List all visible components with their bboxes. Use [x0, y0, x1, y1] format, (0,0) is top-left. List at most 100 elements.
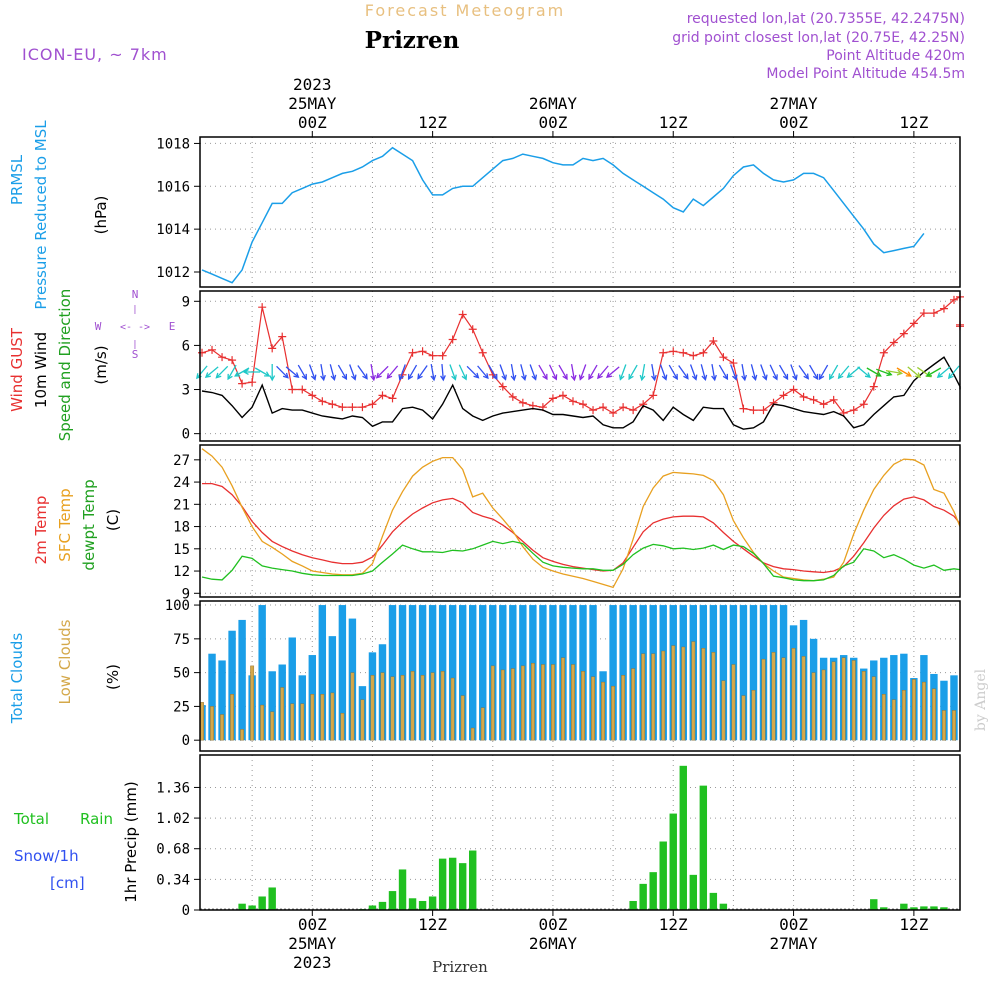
low-cloud-bar — [811, 672, 816, 741]
low-cloud-bar — [952, 710, 956, 741]
gust-marker — [649, 391, 658, 400]
y-tick-label: 0.68 — [156, 842, 190, 858]
wind-arrow-head — [803, 373, 809, 380]
low-cloud-bar — [801, 656, 806, 741]
low-cloud-bar — [400, 675, 405, 741]
wind-arrow — [778, 364, 789, 380]
wind-arrow — [760, 364, 767, 380]
precip-bar — [709, 892, 718, 910]
gust-marker — [719, 353, 728, 362]
wind-arrow-head — [531, 374, 538, 381]
low-cloud-bar — [731, 664, 736, 741]
wind-arrow-head — [914, 372, 922, 378]
precip-bar — [940, 907, 948, 910]
temperature-gridlines — [200, 445, 960, 597]
low-cloud-bar — [571, 664, 575, 741]
total-cloud-bar — [218, 660, 226, 741]
wind-arrow-head — [762, 374, 768, 381]
wind-frame — [199, 290, 961, 442]
wind-arrow — [488, 364, 498, 380]
precip-bar — [438, 858, 447, 910]
wind-arrow — [838, 365, 850, 379]
wind-arrow-head — [492, 373, 498, 381]
wind-arrow — [196, 365, 208, 379]
temp-sfc-label: SFC Temp — [56, 488, 74, 561]
wind-arrow — [477, 365, 489, 379]
gust-marker — [438, 351, 447, 360]
low-cloud-bar — [300, 703, 305, 741]
gust-marker — [428, 351, 437, 360]
wind-arrow — [579, 364, 587, 380]
low-cloud-bar — [841, 657, 846, 741]
precip-bar — [418, 900, 427, 910]
wind-arrow-head — [722, 373, 729, 381]
gust-marker — [258, 303, 267, 312]
wind-arrow-head — [947, 373, 954, 380]
wind-arrow — [529, 364, 537, 380]
wind-arrow — [285, 366, 299, 378]
wind-arrow — [809, 364, 819, 380]
time-label: 12Z — [418, 113, 447, 132]
wind-arrow — [558, 364, 568, 380]
wind-arrow — [407, 364, 418, 380]
gust-marker — [779, 391, 788, 400]
compass-north: N — [132, 288, 139, 301]
wind-arrow — [320, 364, 325, 380]
low-cloud-bar — [520, 665, 525, 741]
wind-arrow-head — [886, 370, 893, 377]
precip-bar — [258, 896, 266, 910]
wind-arrow-head — [618, 374, 625, 381]
wind-arrow — [370, 364, 375, 380]
clouds-series — [200, 605, 958, 741]
temperature-frame — [199, 444, 961, 598]
wind-arrow-head — [701, 374, 708, 381]
wind-arrow — [628, 364, 638, 380]
low-cloud-bar — [781, 657, 786, 741]
precip-rain-label: Rain — [80, 810, 113, 828]
low-cloud-bar — [942, 710, 946, 741]
wind-arrow-head — [864, 372, 871, 378]
gust-marker — [238, 379, 247, 388]
pressure-panel: 1012 1014 1016 1018 PRMSL Pressure Reduced … — [8, 120, 961, 310]
time-label: 25MAY — [288, 94, 337, 113]
low-cloud-bar — [250, 665, 255, 741]
gust-marker — [498, 382, 507, 391]
wind-arrow-head — [731, 374, 738, 381]
gust-marker — [629, 406, 638, 415]
wind-arrow-head — [936, 372, 943, 378]
low-cloud-bar — [681, 646, 686, 741]
total-cloud-bar — [318, 605, 327, 741]
gust-marker — [358, 403, 367, 412]
low-cloud-bar — [430, 672, 435, 741]
wind-arrow-head — [741, 374, 748, 382]
precip-bar — [448, 857, 457, 910]
low-cloud-bar — [901, 689, 906, 741]
gust-marker — [378, 391, 387, 400]
pressure-line — [201, 146, 925, 284]
low-cloud-bar — [260, 704, 265, 741]
low-cloud-bar — [480, 707, 485, 741]
clouds-y-ticks: 0 25 50 75 100 — [165, 598, 200, 749]
wind-arrow — [896, 367, 912, 377]
y-tick-label: 1012 — [156, 265, 190, 281]
time-label: 00Z — [779, 915, 808, 934]
wind-arrow — [819, 364, 829, 380]
wind-arrow-head — [605, 372, 613, 378]
wind-arrow-head — [751, 374, 758, 382]
wind-arrow-head — [639, 374, 646, 382]
low-cloud-bar — [290, 703, 295, 741]
pressure-series — [201, 146, 925, 284]
total-cloud-bar — [739, 605, 748, 741]
precip-bar — [408, 898, 417, 910]
gust-marker — [939, 304, 948, 313]
precip-snow-label: Snow/1h — [14, 847, 79, 865]
wind-arrow — [329, 364, 336, 380]
2m-temp-line — [202, 482, 961, 574]
total-cloud-bar — [890, 655, 898, 741]
precip-bar — [268, 887, 276, 910]
precip-bar — [870, 899, 878, 910]
precip-bar — [900, 903, 908, 910]
wind-arrow — [700, 364, 707, 380]
